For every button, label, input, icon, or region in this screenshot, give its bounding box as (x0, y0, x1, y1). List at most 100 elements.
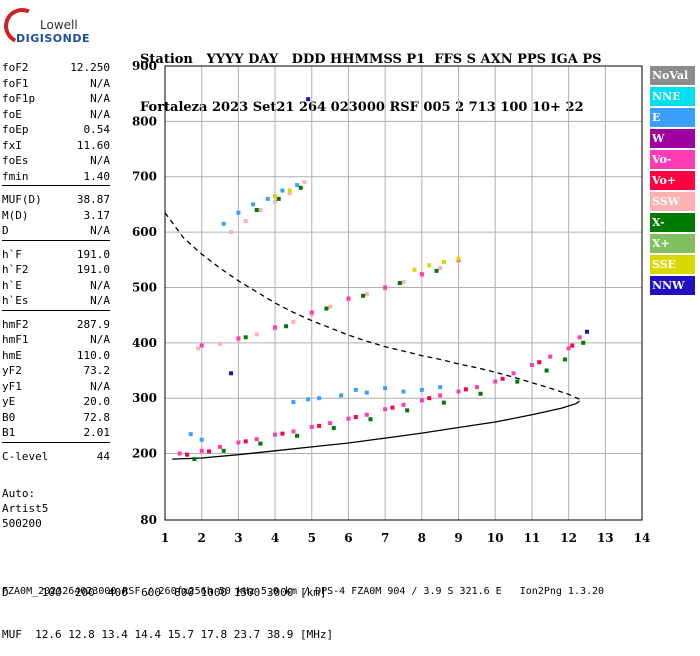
echo-point (317, 396, 322, 401)
echo-point (331, 426, 336, 431)
param-name: foEp (2, 123, 29, 136)
echo-point (254, 207, 259, 212)
param-value: N/A (90, 224, 110, 237)
param-name: h`F2 (2, 263, 29, 276)
legend-item-w: W (650, 129, 695, 148)
station-header: Station YYYY DAY DDD HHMMSS P1 FFS S AXN… (140, 20, 602, 132)
param-value: 110.0 (76, 348, 110, 362)
echo-point (287, 191, 292, 196)
y-tick-label: 200 (132, 447, 157, 461)
x-tick-label: 2 (198, 531, 206, 545)
x-tick-label: 14 (634, 531, 651, 545)
echo-point (199, 437, 204, 442)
echo-point (221, 221, 226, 226)
param-name: foF2 (2, 61, 29, 74)
echo-point (258, 441, 263, 446)
muf-distance-table: D 100 200 400 600 800 1000 1500 3000 [km… (2, 558, 333, 656)
file-info-footer: FZA0M_2023264023000.RSF / 260fx256h 50 k… (2, 586, 605, 597)
echo-point (276, 196, 281, 201)
echo-point (236, 210, 241, 215)
echo-point (324, 306, 329, 311)
echo-point (364, 292, 369, 297)
echo-point (177, 451, 182, 456)
echo-point (229, 230, 234, 235)
echo-point (441, 400, 446, 405)
echo-point (295, 183, 300, 188)
param-row: C-level 44 (2, 449, 110, 465)
param-row: foF1p N/A (2, 91, 110, 107)
echo-point (456, 256, 461, 261)
plot-frame (164, 65, 643, 521)
param-name: MUF(D) (2, 193, 42, 206)
param-value: N/A (90, 76, 110, 90)
param-value: 20.0 (83, 395, 111, 408)
echo-point (412, 267, 417, 272)
echo-point (493, 379, 498, 384)
x-tick-label: 8 (418, 531, 426, 545)
y-tick-label: 900 (132, 59, 157, 73)
echo-point (199, 343, 204, 348)
echo-point (364, 390, 369, 395)
param-row: h`Es N/A (2, 293, 110, 309)
param-name: foEs (2, 154, 29, 167)
param-row: yF2 73.2 (2, 363, 110, 379)
echo-point (339, 393, 344, 398)
param-name: C-level (2, 449, 49, 463)
param-value: 191.0 (76, 247, 110, 261)
param-row: foE N/A (2, 107, 110, 123)
param-value: N/A (90, 379, 110, 393)
legend-item-nnw: NNW (650, 276, 695, 295)
echo-point (207, 449, 212, 454)
echo-point (548, 354, 553, 359)
logo-line2: DIGISONDE (16, 32, 90, 45)
echo-point (302, 180, 307, 185)
legend-item-noval: NoVal (650, 66, 695, 85)
echo-point (291, 429, 296, 434)
echo-point (346, 296, 351, 301)
param-row: foF1 N/A (2, 76, 110, 92)
echo-point (328, 304, 333, 309)
echo-point (361, 293, 366, 298)
echo-point (188, 432, 193, 437)
param-name: B1 (2, 426, 16, 439)
echo-point (456, 389, 461, 394)
param-name: yE (2, 395, 16, 408)
legend-item-x-: X- (650, 213, 695, 232)
param-separator (2, 441, 110, 449)
param-value: 38.87 (76, 193, 110, 206)
echo-point (419, 398, 424, 403)
echo-point (273, 199, 278, 204)
echo-point (401, 279, 406, 284)
param-value: 73.2 (83, 364, 111, 377)
echo-point (397, 281, 402, 286)
polarization-legend: NoVal NNE E W Vo- Vo+ SSW X- X+ SSE NNW (650, 66, 695, 297)
echo-point (273, 325, 278, 330)
param-value: 12.250 (70, 61, 110, 74)
echo-point (221, 448, 226, 453)
echo-point (265, 196, 270, 201)
echo-point (258, 207, 263, 212)
param-row: B1 2.01 (2, 425, 110, 441)
param-row: fmin 1.40 (2, 169, 110, 185)
echo-point (584, 329, 589, 334)
legend-item-e: E (650, 108, 695, 127)
lowell-digisonde-logo: Lowell DIGISONDE (0, 2, 89, 50)
x-tick-label: 1 (161, 531, 169, 545)
echo-point (537, 360, 542, 365)
echo-point (196, 346, 201, 351)
param-row: h`E N/A (2, 278, 110, 294)
param-name: D (2, 224, 9, 237)
echo-point (419, 272, 424, 277)
param-row: fxI 11.60 (2, 138, 110, 154)
param-value: N/A (90, 278, 110, 292)
echo-point (185, 452, 190, 457)
param-separator (2, 309, 110, 317)
echo-point (570, 343, 575, 348)
param-name: M(D) (2, 208, 29, 222)
echo-point (511, 371, 516, 376)
echo-point (383, 386, 388, 391)
echo-point (273, 194, 278, 199)
param-name: B0 (2, 410, 16, 424)
echo-point (441, 259, 446, 264)
echo-point (353, 415, 358, 420)
